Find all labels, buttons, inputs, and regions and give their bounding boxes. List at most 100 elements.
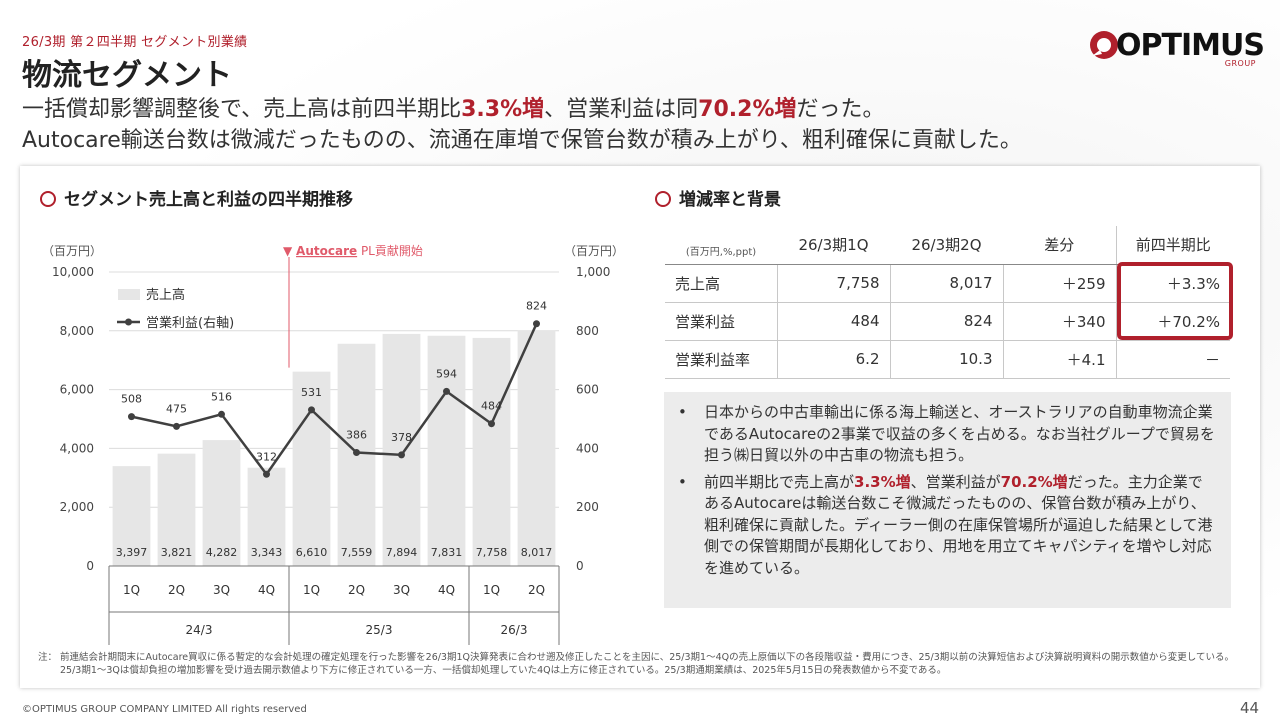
cell: ＋70.2% (1115, 302, 1230, 341)
profit-point (353, 449, 360, 457)
left-tick-label: 8,000 (60, 324, 94, 338)
profit-point (488, 420, 495, 428)
bullet-item: • 前四半期比で売上高が3.3%増、営業利益が70.2%増だった。主力企業である… (678, 472, 1213, 577)
headline: 一括償却影響調整後で、売上高は前四半期比3.3%増、営業利益は同70.2%増だっ… (22, 94, 1022, 156)
left-tick-label: 2,000 (60, 500, 94, 514)
x-tick-label: 2Q (348, 583, 365, 597)
profit-point (263, 470, 270, 478)
group-label: 26/3 (501, 623, 528, 637)
cell: 10.3 (889, 340, 1003, 379)
bar (472, 337, 511, 566)
legend-bar-label: 売上高 (146, 287, 185, 303)
bar-value-label: 4,282 (206, 546, 238, 559)
x-tick-label: 4Q (438, 583, 455, 597)
profit-point (533, 320, 540, 328)
row-label: 売上高 (665, 264, 777, 303)
bar-value-label: 8,017 (521, 546, 553, 559)
right-axis-unit: （百万円） (564, 244, 624, 258)
logo-sub: GROUP (1224, 59, 1256, 68)
cell: ＋259 (1002, 264, 1116, 303)
table-unit: (百万円,%,ppt) (665, 226, 777, 265)
x-tick-label: 1Q (123, 583, 140, 597)
bar (157, 453, 196, 566)
table-header: 差分 (1003, 226, 1116, 265)
x-tick-label: 4Q (258, 583, 275, 597)
bar-value-label: 7,831 (431, 546, 463, 559)
profit-value-label: 531 (301, 386, 322, 399)
x-tick-label: 2Q (168, 583, 185, 597)
bullet-item: • 日本からの中古車輸出に係る海上輸送と、オーストラリアの自動車物流企業であるA… (678, 403, 1215, 464)
bar (112, 466, 151, 566)
profit-point (173, 422, 180, 430)
bar-value-label: 7,758 (476, 546, 508, 559)
left-tick-label: 0 (86, 559, 94, 573)
profit-point (128, 413, 135, 421)
chart-section-title: セグメント売上高と利益の四半期推移 (40, 185, 353, 210)
bar-value-label: 7,894 (386, 546, 418, 559)
segment-chart: 0 2,000 4,000 6,000 8,000 10,000 0 200 400 600 800… (42, 243, 624, 645)
page-title: 物流セグメント (22, 58, 232, 93)
annotation-label: ▼ Autocare PL貢献開始 (283, 243, 423, 258)
cell: － (1115, 340, 1230, 379)
change-table: (百万円,%,ppt) 26/3期1Q 26/3期2Q 差分 前四半期比 売上高… (665, 226, 1235, 379)
background-notes: • 日本からの中古車輸出に係る海上輸送と、オーストラリアの自動車物流企業であるA… (664, 392, 1231, 608)
profit-value-label: 475 (166, 402, 187, 415)
group-label: 25/3 (366, 623, 393, 637)
headline-line-2: Autocare輸送台数は微減だったものの、流通在庫増で保管台数が積み上がり、粗… (22, 128, 1022, 153)
bullet-dot: • (678, 403, 687, 421)
profit-point (398, 451, 405, 459)
profit-value-label: 508 (121, 393, 142, 406)
table-row: 営業利益 484 824 ＋340 ＋70.2% (665, 302, 1230, 341)
right-tick-label: 800 (576, 324, 599, 338)
table-row: 営業利益率 6.2 10.3 ＋4.1 － (665, 340, 1230, 379)
bar-value-label: 3,821 (161, 546, 193, 559)
profit-value-label: 824 (526, 300, 547, 313)
table-header: 前四半期比 (1115, 226, 1230, 265)
bar (382, 333, 421, 566)
profit-value-label: 386 (346, 429, 367, 442)
x-tick-label: 1Q (303, 583, 320, 597)
profit-value-label: 484 (481, 400, 502, 413)
group-label: 24/3 (186, 623, 213, 637)
left-tick-label: 6,000 (60, 383, 94, 397)
bar-value-label: 6,610 (296, 546, 328, 559)
table-section-title: 増減率と背景 (655, 185, 781, 210)
highlight-box (1117, 262, 1233, 340)
bar-value-label: 7,559 (341, 546, 373, 559)
bar (427, 335, 466, 566)
x-tick-label: 3Q (393, 583, 410, 597)
logo-text: OPTIMUS (1116, 28, 1265, 63)
cell: 6.2 (776, 340, 890, 379)
profit-line (131, 323, 538, 477)
legend-bar-swatch (118, 289, 140, 300)
profit-point (308, 406, 315, 414)
profit-value-label: 594 (436, 367, 457, 380)
bar-value-label: 3,343 (251, 546, 283, 559)
bar (517, 330, 556, 566)
profit-value-label: 312 (256, 450, 277, 463)
copyright: ©OPTIMUS GROUP COMPANY LIMITED All right… (22, 704, 307, 715)
table-row: 売上高 7,758 8,017 ＋259 ＋3.3% (665, 264, 1230, 303)
right-tick-label: 200 (576, 500, 599, 514)
circle-bullet-icon (655, 191, 671, 207)
breadcrumb: 26/3期 第２四半期 セグメント別業績 (22, 35, 248, 50)
cell: 484 (776, 302, 890, 341)
cell: 824 (889, 302, 1003, 341)
headline-line-1: 一括償却影響調整後で、売上高は前四半期比3.3%増、営業利益は同70.2%増だっ… (22, 97, 885, 122)
profit-value-label: 378 (391, 431, 412, 444)
left-tick-label: 4,000 (60, 441, 94, 455)
row-label: 営業利益率 (665, 340, 777, 379)
x-tick-label: 3Q (213, 583, 230, 597)
right-tick-label: 600 (576, 383, 599, 397)
row-label: 営業利益 (665, 302, 777, 341)
left-axis-unit: （百万円） (42, 244, 102, 258)
right-tick-label: 0 (576, 559, 584, 573)
bullet-dot: • (678, 472, 687, 491)
cell: ＋340 (1002, 302, 1116, 341)
bar (202, 440, 241, 566)
legend-line-marker (125, 318, 132, 326)
circle-bullet-icon (40, 191, 56, 207)
profit-point (443, 387, 450, 395)
bar (247, 467, 286, 566)
table-header: 26/3期1Q (777, 226, 890, 265)
